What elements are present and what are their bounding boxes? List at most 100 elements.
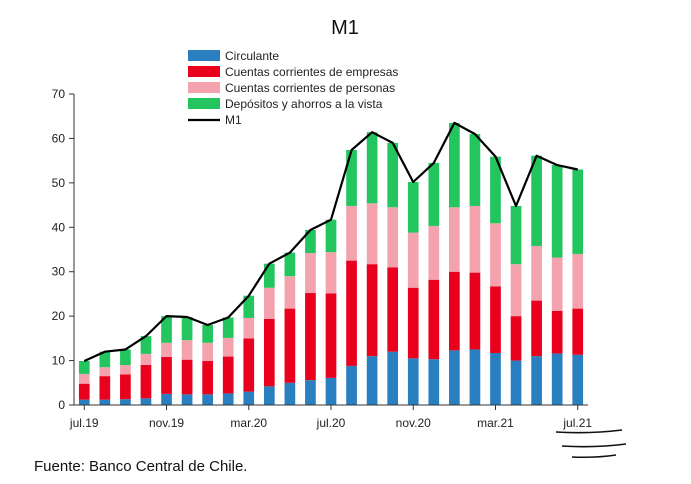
bar-segment bbox=[366, 264, 378, 357]
bar-segment bbox=[510, 205, 522, 265]
legend-swatch bbox=[188, 82, 220, 93]
axes-layer: 0 10 20 30 40 50 60 70 jul.19 nov.19 mar.20 jul.20 n… bbox=[52, 87, 593, 430]
bar-segment bbox=[78, 373, 90, 384]
x-tick-label: nov.20 bbox=[396, 416, 431, 430]
bar-segment bbox=[325, 219, 337, 253]
bar-segment bbox=[222, 393, 234, 405]
x-tick-label: mar.20 bbox=[230, 416, 267, 430]
bar-segment bbox=[490, 156, 501, 224]
bar-segment bbox=[243, 391, 255, 405]
bar-segment bbox=[243, 295, 255, 318]
x-tick-label: nov.19 bbox=[149, 416, 184, 430]
bar-segment bbox=[305, 293, 316, 381]
bar-segment bbox=[469, 205, 481, 273]
bar-segment bbox=[202, 342, 213, 362]
bar-segment bbox=[449, 122, 460, 208]
bar-segment bbox=[140, 353, 152, 366]
bar-segment bbox=[366, 132, 378, 204]
bar-segment bbox=[222, 337, 234, 357]
bar-segment bbox=[305, 253, 316, 294]
bars-layer bbox=[78, 122, 584, 405]
bar-segment bbox=[284, 382, 296, 405]
bar-segment bbox=[407, 181, 419, 233]
bar-segment bbox=[78, 383, 90, 400]
bar-segment bbox=[325, 377, 337, 405]
bar-segment bbox=[428, 162, 440, 226]
source-note: Fuente: Banco Central de Chile. bbox=[34, 458, 248, 475]
bar-segment bbox=[161, 357, 172, 394]
bar-segment bbox=[510, 316, 522, 361]
bar-segment bbox=[222, 317, 234, 338]
bar-segment bbox=[305, 229, 316, 254]
bar-segment bbox=[202, 325, 213, 343]
bar-segment bbox=[346, 205, 357, 261]
bar-segment bbox=[346, 260, 357, 366]
bar-segment bbox=[140, 365, 152, 399]
bar-segment bbox=[510, 360, 522, 405]
bar-segment bbox=[120, 399, 131, 405]
y-tick-label: 0 bbox=[58, 398, 65, 412]
bar-segment bbox=[181, 394, 193, 405]
bar-segment bbox=[387, 267, 399, 352]
legend-swatch bbox=[188, 98, 220, 109]
bar-segment bbox=[572, 308, 584, 355]
y-tick-label: 60 bbox=[52, 131, 66, 145]
bar-segment bbox=[490, 223, 501, 287]
bar-segment bbox=[263, 318, 275, 387]
legend-swatch bbox=[188, 66, 220, 77]
legend-entry: Circulante bbox=[225, 49, 279, 63]
bar-segment bbox=[551, 257, 563, 311]
bar-segment bbox=[366, 203, 378, 265]
bar-segment bbox=[490, 286, 501, 354]
bar-segment bbox=[531, 155, 542, 246]
bar-segment bbox=[469, 349, 481, 405]
bar-segment bbox=[407, 287, 419, 359]
bar-segment bbox=[78, 399, 90, 405]
legend-entry: Cuentas corrientes de personas bbox=[225, 81, 395, 95]
bar-segment bbox=[387, 142, 399, 208]
bar-segment bbox=[140, 336, 152, 354]
bar-segment bbox=[120, 374, 131, 400]
bar-segment bbox=[531, 356, 542, 405]
bar-segment bbox=[407, 358, 419, 405]
bar-segment bbox=[572, 253, 584, 309]
bar-segment bbox=[531, 245, 542, 301]
bar-segment bbox=[263, 287, 275, 319]
bar-segment bbox=[284, 308, 296, 383]
x-tick-label: jul.21 bbox=[562, 416, 592, 430]
bar-segment bbox=[99, 376, 111, 400]
bar-segment bbox=[243, 338, 255, 392]
underline-mark bbox=[561, 443, 627, 448]
bar-segment bbox=[284, 252, 296, 277]
bar-segment bbox=[243, 317, 255, 339]
bar-segment bbox=[366, 356, 378, 405]
bar-segment bbox=[469, 133, 481, 206]
legend: Circulante Cuentas corrientes de empresas… bbox=[188, 49, 398, 127]
bar-segment bbox=[469, 272, 481, 350]
bar-segment bbox=[572, 354, 584, 405]
bar-segment bbox=[120, 349, 131, 366]
bar-segment bbox=[428, 225, 440, 280]
bar-segment bbox=[181, 359, 193, 395]
y-tick-label: 40 bbox=[52, 220, 66, 234]
bar-segment bbox=[428, 359, 440, 405]
x-tick-label: mar.21 bbox=[477, 416, 514, 430]
bar-segment bbox=[449, 271, 460, 351]
bar-segment bbox=[99, 351, 111, 368]
y-tick-label: 70 bbox=[52, 87, 66, 101]
bar-segment bbox=[449, 207, 460, 272]
x-tick-label: jul.20 bbox=[316, 416, 346, 430]
bar-segment bbox=[263, 386, 275, 405]
bar-segment bbox=[572, 169, 584, 254]
bar-segment bbox=[99, 367, 111, 377]
bar-segment bbox=[551, 165, 563, 258]
bar-segment bbox=[510, 264, 522, 317]
bar-segment bbox=[346, 149, 357, 206]
chart-title: M1 bbox=[331, 17, 359, 39]
bar-segment bbox=[428, 279, 440, 360]
m1-line bbox=[83, 121, 578, 363]
legend-entry: M1 bbox=[225, 113, 242, 127]
bar-segment bbox=[284, 276, 296, 309]
y-tick-label: 20 bbox=[52, 309, 66, 323]
bar-segment bbox=[449, 350, 460, 405]
